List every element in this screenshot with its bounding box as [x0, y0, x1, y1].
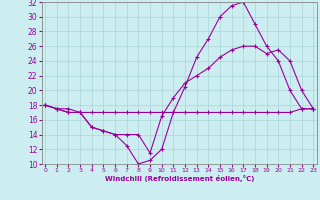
X-axis label: Windchill (Refroidissement éolien,°C): Windchill (Refroidissement éolien,°C) — [105, 175, 254, 182]
